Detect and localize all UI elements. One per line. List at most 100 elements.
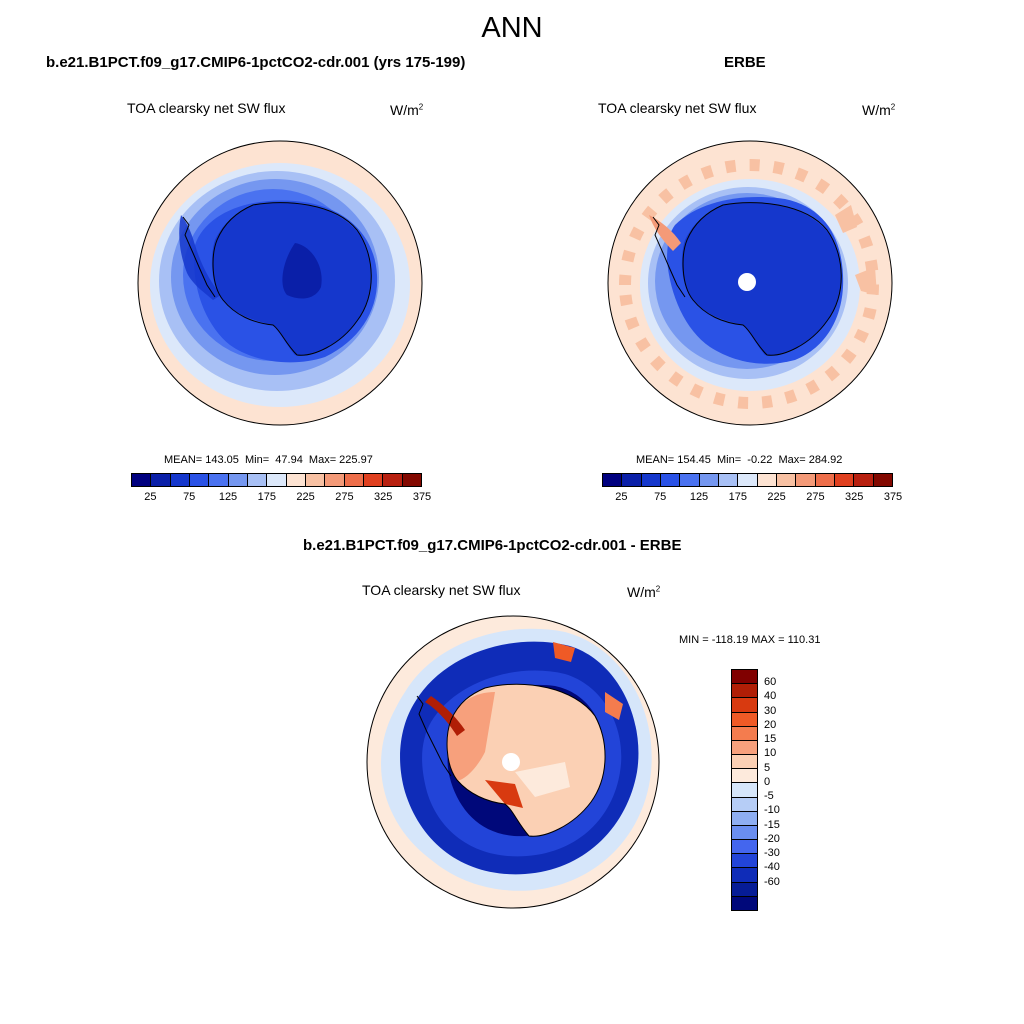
panel2-case-title: ERBE bbox=[724, 54, 766, 71]
colorbar-swatch bbox=[732, 825, 757, 841]
colorbar-swatch bbox=[189, 474, 210, 486]
colorbar-swatch bbox=[247, 474, 268, 486]
colorbar-swatch bbox=[170, 474, 190, 486]
panel2-variable-label: TOA clearsky net SW flux bbox=[598, 100, 757, 116]
colorbar-tick-label: 175 bbox=[257, 491, 276, 503]
colorbar-tick-label: 325 bbox=[374, 491, 393, 503]
colorbar-tick-label: -20 bbox=[764, 832, 780, 845]
colorbar-swatch bbox=[757, 474, 777, 486]
panel1-colorbar-ticks: 25 75 125 175 225 275 325 375 bbox=[131, 491, 431, 507]
panel1-case-title: b.e21.B1PCT.f09_g17.CMIP6-1pctCO2-cdr.00… bbox=[46, 54, 466, 71]
colorbar-tick-label: -5 bbox=[764, 790, 774, 803]
colorbar-tick-label: 10 bbox=[764, 747, 777, 760]
colorbar-swatch bbox=[286, 474, 306, 486]
colorbar-swatch bbox=[267, 474, 287, 486]
colorbar-tick-label: -60 bbox=[764, 875, 780, 888]
colorbar-tick-label: 25 bbox=[144, 491, 157, 503]
colorbar-tick-label: 125 bbox=[218, 491, 238, 503]
colorbar-swatch bbox=[732, 726, 757, 741]
colorbar-swatch bbox=[732, 797, 757, 812]
colorbar-swatch bbox=[738, 474, 758, 486]
figure-title: ANN bbox=[481, 12, 543, 44]
colorbar-swatch bbox=[402, 474, 421, 486]
panel1-polar-map bbox=[137, 140, 423, 426]
colorbar-swatch bbox=[732, 712, 757, 727]
panel1-coastline bbox=[182, 202, 372, 356]
colorbar-tick-label: -30 bbox=[764, 847, 780, 860]
colorbar-swatch bbox=[732, 840, 757, 855]
colorbar-swatch bbox=[796, 474, 816, 486]
colorbar-tick-label: 175 bbox=[728, 491, 747, 503]
colorbar-swatch bbox=[834, 474, 855, 486]
colorbar-swatch bbox=[732, 684, 757, 699]
panel2-units: W/m2 bbox=[862, 102, 896, 118]
colorbar-swatch bbox=[699, 474, 719, 486]
colorbar-swatch bbox=[854, 474, 874, 486]
colorbar-swatch bbox=[732, 769, 757, 784]
panel3-colorbar-ticks: 60 40 30 20 15 10 5 0 -5 -10 -15 -20 -30 -40 -60 bbox=[764, 669, 804, 911]
panel1-colorbar bbox=[131, 473, 422, 487]
colorbar-swatch bbox=[132, 474, 152, 486]
colorbar-tick-label: 225 bbox=[296, 491, 315, 503]
colorbar-swatch bbox=[209, 474, 229, 486]
panel3-polar-map bbox=[366, 615, 660, 909]
colorbar-tick-label: 15 bbox=[764, 733, 777, 746]
colorbar-tick-label: 125 bbox=[689, 491, 709, 503]
colorbar-swatch bbox=[732, 811, 757, 826]
panel3-colorbar bbox=[731, 669, 758, 911]
panel2-stats: MEAN= 154.45 Min= -0.22 Max= 284.92 bbox=[636, 454, 843, 466]
panel3-case-title: b.e21.B1PCT.f09_g17.CMIP6-1pctCO2-cdr.00… bbox=[303, 537, 682, 554]
colorbar-tick-label: 25 bbox=[615, 491, 628, 503]
panel1-stats: MEAN= 143.05 Min= 47.94 Max= 225.97 bbox=[164, 454, 373, 466]
colorbar-tick-label: 375 bbox=[883, 491, 903, 503]
panel2-polar-map bbox=[607, 140, 893, 426]
colorbar-tick-label: 275 bbox=[806, 491, 825, 503]
colorbar-swatch bbox=[228, 474, 248, 486]
colorbar-swatch bbox=[732, 670, 757, 685]
colorbar-swatch bbox=[680, 474, 700, 486]
panel2-colorbar-ticks: 25 75 125 175 225 275 325 375 bbox=[602, 491, 902, 507]
colorbar-tick-label: 375 bbox=[412, 491, 432, 503]
colorbar-swatch bbox=[732, 740, 757, 756]
colorbar-swatch bbox=[732, 755, 757, 770]
colorbar-tick-label: 20 bbox=[764, 718, 777, 731]
colorbar-tick-label: 60 bbox=[764, 676, 777, 689]
panel1-variable-label: TOA clearsky net SW flux bbox=[127, 100, 286, 116]
colorbar-swatch bbox=[151, 474, 171, 486]
panel3-units: W/m2 bbox=[627, 584, 661, 600]
colorbar-swatch bbox=[732, 698, 757, 713]
colorbar-swatch bbox=[732, 854, 757, 869]
colorbar-swatch bbox=[732, 896, 757, 910]
panel3-stats: MIN = -118.19 MAX = 110.31 bbox=[679, 634, 821, 646]
colorbar-tick-label: 275 bbox=[335, 491, 354, 503]
panel2-colorbar bbox=[602, 473, 893, 487]
panel3-coastline bbox=[416, 683, 606, 837]
colorbar-tick-label: -15 bbox=[764, 818, 780, 831]
colorbar-tick-label: 30 bbox=[764, 704, 777, 717]
colorbar-swatch bbox=[815, 474, 835, 486]
colorbar-swatch bbox=[660, 474, 681, 486]
colorbar-swatch bbox=[873, 474, 892, 486]
colorbar-tick-label: 40 bbox=[764, 690, 777, 703]
colorbar-swatch bbox=[344, 474, 364, 486]
colorbar-swatch bbox=[363, 474, 384, 486]
panel3-variable-label: TOA clearsky net SW flux bbox=[362, 582, 521, 598]
colorbar-tick-label: 75 bbox=[654, 491, 667, 503]
colorbar-swatch bbox=[641, 474, 661, 486]
colorbar-swatch bbox=[622, 474, 642, 486]
colorbar-swatch bbox=[305, 474, 326, 486]
colorbar-tick-label: 325 bbox=[845, 491, 864, 503]
colorbar-swatch bbox=[718, 474, 739, 486]
colorbar-swatch bbox=[776, 474, 797, 486]
colorbar-tick-label: -40 bbox=[764, 861, 780, 874]
colorbar-swatch bbox=[732, 783, 757, 798]
colorbar-tick-label: 225 bbox=[767, 491, 786, 503]
panel2-coastline bbox=[652, 202, 842, 356]
panel1-units: W/m2 bbox=[390, 102, 424, 118]
colorbar-tick-label: 5 bbox=[764, 761, 771, 774]
colorbar-tick-label: 0 bbox=[764, 775, 771, 788]
colorbar-swatch bbox=[603, 474, 623, 486]
colorbar-tick-label: 75 bbox=[183, 491, 196, 503]
colorbar-tick-label: -10 bbox=[764, 804, 780, 817]
colorbar-swatch bbox=[383, 474, 403, 486]
